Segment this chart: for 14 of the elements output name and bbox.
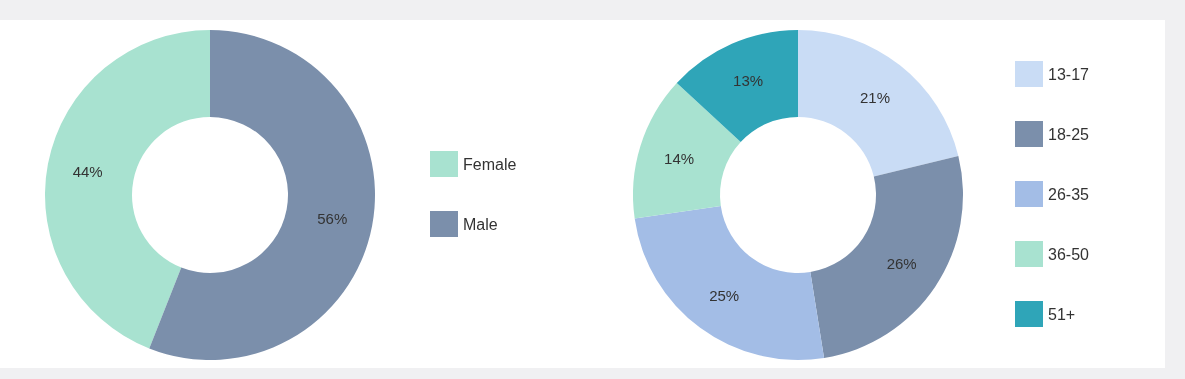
data-label: 44% — [72, 163, 103, 181]
legend-label: 13-17 — [1048, 65, 1090, 83]
legend-label: 26-35 — [1048, 185, 1090, 203]
legend-label: 18-25 — [1048, 125, 1090, 143]
data-label: 13% — [733, 72, 764, 90]
legend-label: Male — [463, 215, 498, 233]
legend-label: Female — [463, 155, 517, 173]
data-label: 25% — [709, 286, 740, 304]
data-label: 26% — [886, 255, 917, 273]
legend-label: 36-50 — [1048, 245, 1090, 263]
data-label: 21% — [859, 88, 890, 106]
data-label: 14% — [664, 149, 695, 167]
data-label: 56% — [317, 209, 348, 227]
legend-label: 51+ — [1048, 305, 1076, 323]
